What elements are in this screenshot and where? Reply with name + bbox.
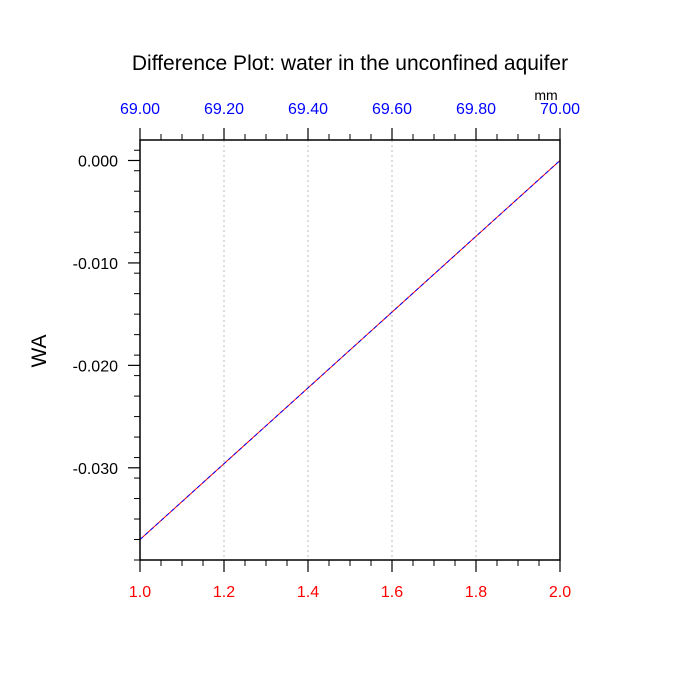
- y-tick-label: -0.030: [73, 461, 118, 478]
- top-x-tick-label: 69.60: [372, 101, 412, 118]
- y-tick-label: 0.000: [78, 153, 118, 170]
- top-x-tick-label: 69.00: [120, 101, 160, 118]
- y-tick-label: -0.010: [73, 256, 118, 273]
- y-axis-label: WA: [28, 334, 51, 367]
- x-tick-label: 1.6: [381, 584, 403, 601]
- data-series: [139, 160, 561, 540]
- x-tick-label: 1.8: [465, 584, 487, 601]
- x-tick-label: 2.0: [549, 584, 571, 601]
- series-line: [139, 160, 561, 540]
- axis-ticks: [128, 128, 561, 572]
- top-x-tick-label: 69.80: [456, 101, 496, 118]
- chart-title: Difference Plot: water in the unconfined…: [132, 52, 568, 75]
- x-tick-label: 1.2: [213, 584, 235, 601]
- x-tick-label: 1.0: [129, 584, 151, 601]
- top-x-tick-label: 70.00: [540, 101, 580, 118]
- y-tick-label: -0.020: [73, 358, 118, 375]
- top-x-tick-label: 69.20: [204, 101, 244, 118]
- plot-frame: [139, 139, 561, 561]
- x-tick-label: 1.4: [297, 584, 319, 601]
- top-x-tick-label: 69.40: [288, 101, 328, 118]
- tick-labels: 1.0 1.2 1.4 1.6 1.8 2.0 69.00 69.20 69.40 69.60 69…: [73, 101, 580, 601]
- top-axis-unit-label: mm: [534, 87, 557, 103]
- grid-lines: [223, 140, 477, 560]
